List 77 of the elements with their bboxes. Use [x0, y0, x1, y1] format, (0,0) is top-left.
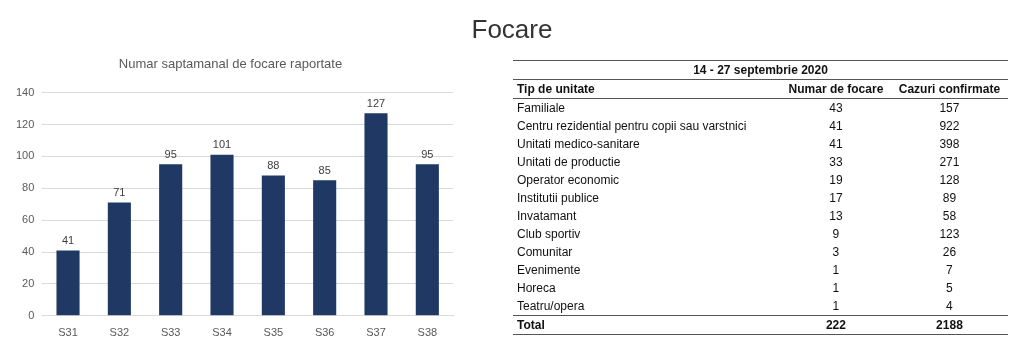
- y-tick-label: 100: [15, 149, 35, 162]
- data-label: 43: [828, 100, 844, 117]
- x-tick-label: S35: [263, 326, 284, 339]
- data-label: 41: [828, 118, 844, 135]
- category-label: Club sportiv: [516, 226, 582, 243]
- data-label: 271: [938, 154, 961, 171]
- category-label: Comunitar: [516, 244, 574, 261]
- data-label: 41: [61, 233, 75, 246]
- data-label: 398: [938, 136, 961, 153]
- category-label: Operator economic: [516, 172, 621, 189]
- category-label: Institutii publice: [516, 190, 601, 207]
- category-label: Centru rezidential pentru copii sau varstnici: [516, 118, 748, 135]
- x-tick-label: S37: [366, 326, 386, 339]
- x-tick-label: S34: [212, 326, 232, 339]
- category-label: Total: [516, 317, 546, 334]
- y-tick-label: 80: [22, 181, 35, 194]
- bar: [415, 164, 439, 316]
- data-label: 4: [945, 298, 954, 315]
- category-label: Unitati de productie: [516, 154, 622, 171]
- data-label: 1: [831, 298, 841, 315]
- data-label: 71: [113, 186, 126, 199]
- data-label: 123: [938, 226, 961, 243]
- text: 14 - 27 septembrie 2020: [513, 60, 1008, 80]
- x-tick-label: S32: [109, 326, 130, 339]
- category-label: Evenimente: [516, 262, 582, 279]
- data-label: 89: [941, 190, 958, 207]
- data-label: 1: [831, 280, 841, 297]
- bar: [261, 175, 285, 316]
- text: Numar de focare: [787, 81, 885, 98]
- y-tick-label: 20: [22, 276, 35, 289]
- data-label: 922: [938, 118, 961, 135]
- data-label: 9: [831, 226, 841, 243]
- bar: [313, 180, 337, 316]
- bar: [159, 164, 183, 316]
- data-label: 26: [941, 244, 958, 261]
- data-label: 2188: [935, 317, 964, 334]
- chart-title: Numar saptamanal de focare raportate: [118, 56, 343, 72]
- y-tick-label: 120: [15, 117, 35, 130]
- data-label: 157: [938, 100, 961, 117]
- category-label: Teatru/opera: [516, 298, 586, 315]
- data-label: 5: [945, 280, 954, 297]
- x-tick-label: S31: [58, 326, 78, 339]
- y-tick-label: 60: [22, 213, 35, 226]
- y-tick-label: 0: [28, 308, 35, 321]
- x-tick-label: S38: [417, 326, 438, 339]
- data-label: 58: [941, 208, 958, 225]
- data-label: 95: [164, 147, 177, 160]
- text: Cazuri confirmate: [897, 81, 1002, 98]
- data-label: 101: [212, 138, 232, 151]
- x-tick-label: S33: [160, 326, 181, 339]
- y-tick-label: 40: [22, 245, 35, 258]
- data-label: 7: [945, 262, 954, 279]
- data-label: 41: [828, 136, 844, 153]
- data-label: 88: [267, 159, 280, 172]
- data-label: 127: [366, 96, 386, 109]
- text: Tip de unitate: [516, 81, 596, 98]
- data-label: 19: [828, 172, 844, 189]
- bar: [210, 154, 234, 316]
- bar: [107, 202, 131, 316]
- category-label: Invatamant: [516, 208, 578, 225]
- data-label: 128: [938, 172, 961, 189]
- data-label: 222: [824, 317, 847, 334]
- data-label: 13: [828, 208, 844, 225]
- text: Focare: [470, 14, 554, 45]
- y-tick-label: 140: [15, 85, 35, 98]
- data-label: 95: [421, 147, 434, 160]
- data-label: 1: [831, 262, 841, 279]
- data-label: 85: [318, 163, 331, 176]
- data-label: 33: [828, 154, 844, 171]
- data-label: 17: [828, 190, 844, 207]
- category-label: Unitati medico-sanitare: [516, 136, 641, 153]
- data-label: 3: [831, 244, 841, 261]
- bar: [364, 113, 388, 316]
- category-label: Familiale: [516, 100, 566, 117]
- category-label: Horeca: [516, 280, 557, 297]
- bar: [56, 250, 80, 316]
- x-tick-label: S36: [314, 326, 335, 339]
